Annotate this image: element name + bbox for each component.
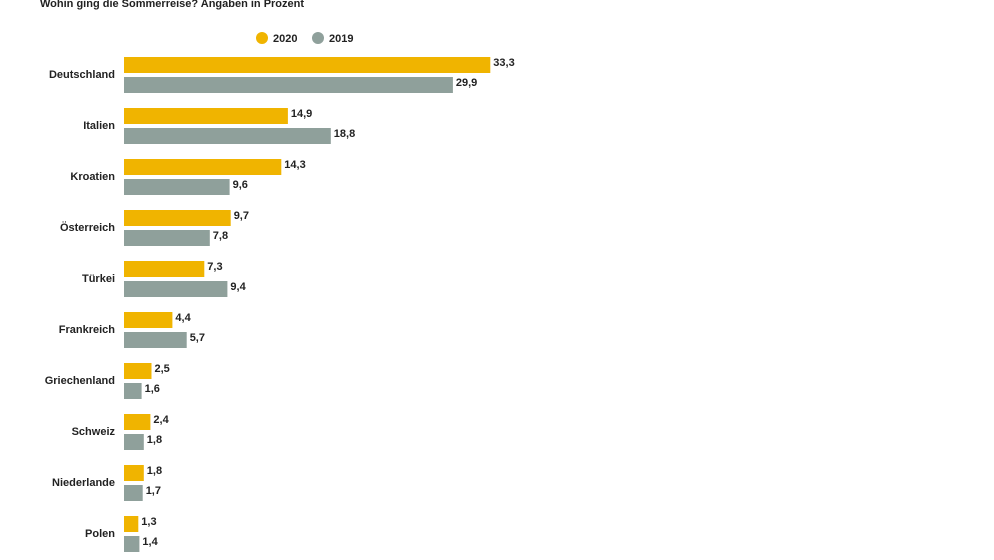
value-label: 14,3 <box>284 159 305 171</box>
bar <box>124 485 143 501</box>
bar <box>124 128 331 144</box>
category-label: Italien <box>83 120 115 132</box>
value-label: 9,4 <box>230 281 246 293</box>
value-label: 1,8 <box>147 434 162 446</box>
category-label: Österreich <box>60 221 115 234</box>
bar <box>124 179 230 195</box>
value-label: 18,8 <box>334 128 355 140</box>
value-label: 2,4 <box>153 414 169 426</box>
legend-label: 2019 <box>329 33 353 45</box>
bar <box>124 536 140 552</box>
legend-swatch <box>312 32 324 44</box>
value-label: 1,4 <box>142 536 158 548</box>
value-label: 7,3 <box>207 261 222 273</box>
bar <box>124 77 453 93</box>
bar <box>124 312 173 328</box>
category-label: Polen <box>85 528 115 540</box>
category-label: Türkei <box>82 273 115 285</box>
bar <box>124 434 144 450</box>
bar <box>124 159 282 175</box>
legend-label: 2020 <box>273 33 297 45</box>
legend-swatch <box>256 32 268 44</box>
bar <box>124 210 231 226</box>
bar <box>124 516 139 532</box>
value-label: 4,4 <box>175 312 191 324</box>
bar <box>124 261 205 277</box>
value-label: 9,6 <box>233 179 248 191</box>
category-label: Niederlande <box>52 477 115 489</box>
value-label: 14,9 <box>291 108 312 120</box>
bar <box>124 332 187 348</box>
value-label: 2,5 <box>155 363 170 375</box>
value-label: 1,8 <box>147 465 162 477</box>
chart-title: Wohin ging die Sommerreise? Angaben in P… <box>40 0 304 10</box>
bar <box>124 363 152 379</box>
value-label: 7,8 <box>213 230 228 242</box>
bar <box>124 414 151 430</box>
bar <box>124 281 228 297</box>
bar <box>124 230 210 246</box>
bar <box>124 383 142 399</box>
value-label: 1,3 <box>141 516 156 528</box>
value-label: 9,7 <box>234 210 249 222</box>
bar <box>124 57 491 73</box>
value-label: 5,7 <box>190 332 205 344</box>
value-label: 29,9 <box>456 77 477 89</box>
value-label: 1,6 <box>145 383 160 395</box>
value-label: 1,7 <box>146 485 161 497</box>
value-label: 33,3 <box>493 57 514 69</box>
bar <box>124 108 288 124</box>
category-label: Frankreich <box>59 324 116 336</box>
bar <box>124 465 144 481</box>
category-label: Schweiz <box>72 426 116 438</box>
category-label: Griechenland <box>45 375 115 387</box>
category-label: Deutschland <box>49 69 115 81</box>
category-label: Kroatien <box>70 171 115 183</box>
